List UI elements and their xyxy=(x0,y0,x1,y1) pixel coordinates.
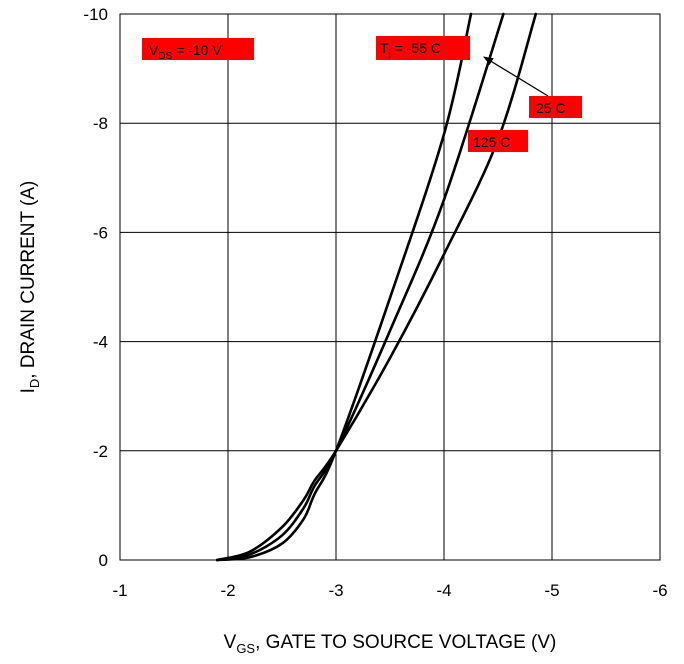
x-axis-title-main: V xyxy=(224,632,237,653)
y-tick-label: -2 xyxy=(93,442,108,461)
grid xyxy=(119,13,661,561)
series-line-3 xyxy=(215,12,538,562)
label-125c-box xyxy=(468,130,528,152)
tj-label-main: T xyxy=(380,40,389,56)
tj-label: Tj = -55 C xyxy=(380,40,441,60)
y-tick-labels: 0 -2 -4 -6 -8 -10 xyxy=(83,5,108,570)
label-25c-box xyxy=(529,96,582,118)
y-axis-title-sub: D xyxy=(27,379,42,388)
series-lines xyxy=(215,12,538,562)
label-125c: 125 C xyxy=(473,134,510,150)
x-tick-label: -6 xyxy=(652,581,667,600)
x-tick-label: -1 xyxy=(112,581,127,600)
tj-label-rest: = -55 C xyxy=(391,40,441,56)
x-axis-title-sub: GS xyxy=(236,641,255,656)
y-tick-label: -4 xyxy=(93,333,108,352)
series-line-2 xyxy=(215,12,505,562)
y-axis-title: ID, DRAIN CURRENT (A) xyxy=(18,181,42,394)
y-axis-title-main: I xyxy=(18,388,39,393)
y-axis-title-rest: , DRAIN CURRENT (A) xyxy=(18,181,39,379)
tj-label-box xyxy=(376,36,470,60)
y-tick-label: 0 xyxy=(99,551,108,570)
series-line-1 xyxy=(215,12,473,562)
x-tick-label: -4 xyxy=(436,581,451,600)
label-25c: 25 C xyxy=(536,100,566,116)
vds-label: VDS = -10 V xyxy=(149,42,222,62)
vds-label-rest: = -10 V xyxy=(172,42,222,58)
plot-frame xyxy=(119,13,661,561)
x-axis-title-rest: , GATE TO SOURCE VOLTAGE (V) xyxy=(255,632,556,653)
x-tick-labels: -1 -2 -3 -4 -5 -6 xyxy=(112,581,667,600)
arrow-25c xyxy=(483,56,549,97)
vds-label-main: V xyxy=(149,42,159,58)
vds-label-sub: DS xyxy=(158,51,172,62)
x-tick-label: -5 xyxy=(544,581,559,600)
x-tick-label: -2 xyxy=(220,581,235,600)
y-tick-label: -10 xyxy=(83,5,108,24)
tj-label-sub: j xyxy=(388,49,391,60)
x-tick-label: -3 xyxy=(328,581,343,600)
y-tick-label: -8 xyxy=(93,114,108,133)
vds-label-box xyxy=(142,38,254,60)
y-tick-label: -6 xyxy=(93,223,108,242)
x-axis-title: VGS, GATE TO SOURCE VOLTAGE (V) xyxy=(224,632,557,656)
